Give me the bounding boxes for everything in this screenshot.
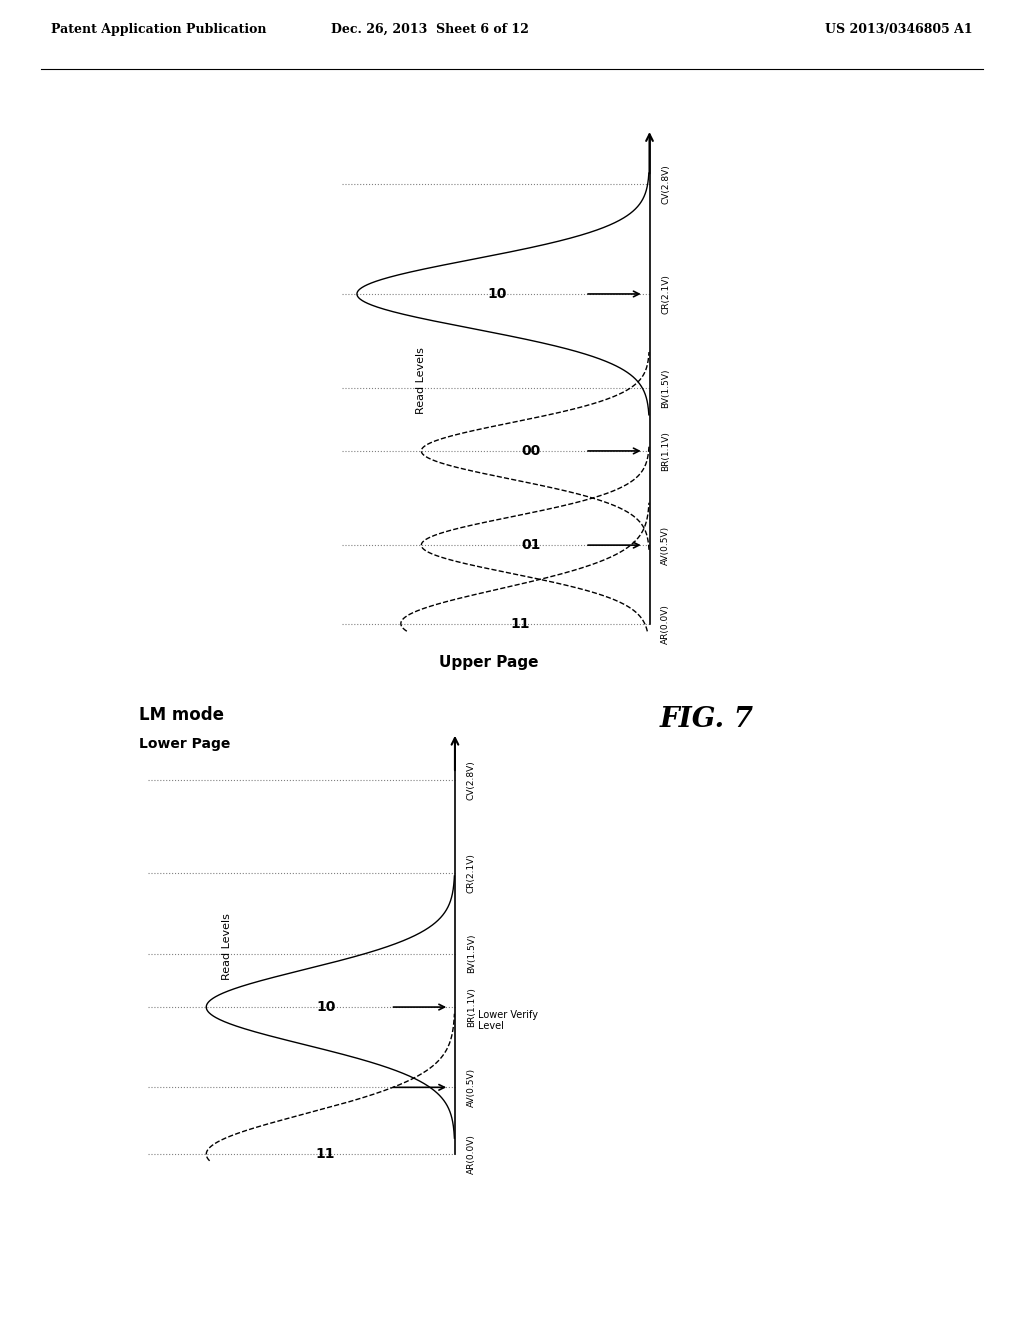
Text: 11: 11 [510,616,530,631]
Text: 10: 10 [316,1001,335,1014]
Text: CR(2.1V): CR(2.1V) [662,275,671,314]
Text: AR(0.0V): AR(0.0V) [662,603,671,644]
Text: Patent Application Publication: Patent Application Publication [51,22,266,36]
Text: Lower Verify
Level: Lower Verify Level [478,1010,539,1031]
Text: 00: 00 [521,444,541,458]
Text: BR(1.1V): BR(1.1V) [467,987,476,1027]
Text: AR(0.0V): AR(0.0V) [467,1134,476,1175]
Text: US 2013/0346805 A1: US 2013/0346805 A1 [825,22,973,36]
Text: Dec. 26, 2013  Sheet 6 of 12: Dec. 26, 2013 Sheet 6 of 12 [331,22,529,36]
Text: 11: 11 [315,1147,336,1162]
Text: Read Levels: Read Levels [222,913,231,981]
Text: Read Levels: Read Levels [417,347,426,413]
Text: BR(1.1V): BR(1.1V) [662,432,671,471]
Text: AV(0.5V): AV(0.5V) [467,1068,476,1107]
Text: BV(1.5V): BV(1.5V) [662,368,671,408]
Text: CV(2.8V): CV(2.8V) [662,164,671,205]
Text: 01: 01 [521,539,541,552]
Text: FIG. 7: FIG. 7 [659,706,754,733]
Text: LM mode: LM mode [139,706,224,725]
Text: Lower Page: Lower Page [139,737,230,751]
Text: 10: 10 [487,286,507,301]
Text: CV(2.8V): CV(2.8V) [467,760,476,800]
Text: AV(0.5V): AV(0.5V) [662,525,671,565]
Text: BV(1.5V): BV(1.5V) [467,933,476,973]
Text: Upper Page: Upper Page [439,655,539,671]
Text: CR(2.1V): CR(2.1V) [467,853,476,894]
